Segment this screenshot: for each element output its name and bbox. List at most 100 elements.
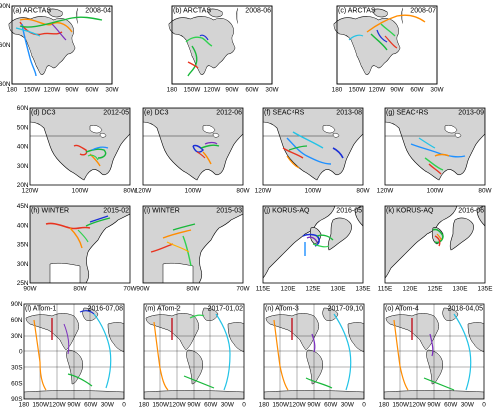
panel-b bbox=[168, 5, 273, 85]
panel-date-g: 2013-09 bbox=[458, 110, 484, 117]
xtick-a-1: 150W bbox=[24, 87, 42, 94]
panel-j bbox=[262, 205, 364, 284]
xtick-k-0: 115E bbox=[378, 286, 392, 293]
panel-title-i: (i) WINTER bbox=[144, 208, 180, 215]
ytick-d-1: 50N bbox=[17, 124, 29, 131]
xtick-b-1: 150W bbox=[184, 87, 202, 94]
panel-title-n: (n) ATom-3 bbox=[265, 306, 299, 313]
xtick-d-1: 100W bbox=[72, 188, 90, 195]
xtick-c-3: 90W bbox=[390, 87, 404, 94]
xtick-j-2: 125E bbox=[306, 286, 321, 293]
flight-tracks-b bbox=[185, 34, 213, 77]
flight-tracks-m bbox=[153, 313, 231, 391]
xtick-a-4: 60W bbox=[85, 87, 99, 94]
flight-tracks-o bbox=[393, 313, 472, 391]
xtick-n-2: 120W bbox=[289, 402, 307, 409]
xtick-a-0: 180 bbox=[7, 87, 18, 94]
ytick-a-0: 90N bbox=[0, 3, 11, 10]
panel-h bbox=[29, 205, 131, 284]
xtick-c-1: 150W bbox=[349, 87, 367, 94]
panel-title-m: (m) ATom-2 bbox=[145, 306, 181, 313]
flight-tracks-e bbox=[192, 141, 220, 165]
xtick-g-2: 80W bbox=[478, 188, 492, 195]
panel-date-e: 2012-06 bbox=[216, 110, 242, 117]
panel-a bbox=[8, 5, 113, 85]
xtick-n-3: 90W bbox=[307, 402, 321, 409]
panel-c bbox=[333, 5, 438, 85]
ytick-l-6: 90S bbox=[11, 396, 22, 403]
flight-tracks-j bbox=[302, 233, 334, 256]
xtick-o-5: 30W bbox=[461, 402, 475, 409]
xtick-m-2: 120W bbox=[169, 402, 187, 409]
panel-date-n: 2017-09,10 bbox=[328, 306, 364, 313]
xtick-n-0: 180 bbox=[259, 402, 270, 409]
panel-n bbox=[263, 303, 365, 400]
xtick-k-1: 120E bbox=[403, 286, 418, 293]
panel-title-k: (k) KORUS-AQ bbox=[386, 208, 434, 215]
xtick-l-2: 120W bbox=[49, 402, 67, 409]
xtick-n-1: 150W bbox=[272, 402, 290, 409]
panel-date-a: 2008-04 bbox=[85, 8, 111, 15]
xtick-j-1: 120E bbox=[281, 286, 296, 293]
panel-title-h: (h) WINTER bbox=[31, 208, 69, 215]
xtick-k-4: 135E bbox=[478, 286, 493, 293]
xtick-i-0: 90W bbox=[136, 286, 150, 293]
flight-tracks-i bbox=[150, 223, 196, 267]
xtick-e-1: 100W bbox=[185, 188, 203, 195]
panel-title-g: (g) SEAC⁴RS bbox=[386, 110, 429, 117]
xtick-k-3: 130E bbox=[453, 286, 468, 293]
panel-date-j: 2016-05 bbox=[336, 208, 362, 215]
xtick-j-0: 115E bbox=[256, 286, 270, 293]
panel-f bbox=[262, 107, 364, 186]
xtick-d-2: 80W bbox=[123, 188, 137, 195]
panel-e bbox=[142, 107, 244, 186]
xtick-g-1: 100W bbox=[427, 188, 445, 195]
panel-title-d: (d) DC3 bbox=[31, 110, 56, 117]
ytick-l-5: 60S bbox=[11, 380, 22, 387]
xtick-o-4: 60W bbox=[444, 402, 458, 409]
xtick-c-4: 60W bbox=[410, 87, 424, 94]
flight-tracks-l bbox=[33, 310, 112, 391]
panel-date-d: 2012-05 bbox=[103, 110, 129, 117]
ytick-h-1: 40N bbox=[17, 222, 29, 229]
panel-date-c: 2008-07 bbox=[410, 8, 436, 15]
xtick-o-2: 120W bbox=[409, 402, 427, 409]
flight-tracks-g bbox=[410, 137, 466, 175]
panel-title-e: (e) DC3 bbox=[144, 110, 169, 117]
ytick-l-4: 30S bbox=[11, 365, 22, 372]
xtick-i-1: 80W bbox=[186, 286, 200, 293]
flight-tracks-c bbox=[348, 14, 426, 51]
flight-tracks-k bbox=[432, 228, 444, 247]
xtick-o-6: 0 bbox=[482, 402, 486, 409]
ytick-d-0: 60N bbox=[17, 105, 29, 112]
panel-title-o: (o) ATom-4 bbox=[385, 306, 419, 313]
xtick-f-1: 100W bbox=[305, 188, 323, 195]
ytick-a-2: 30N bbox=[0, 81, 11, 88]
panel-date-l: 2016-07,08 bbox=[88, 306, 124, 313]
xtick-m-4: 60W bbox=[204, 402, 218, 409]
flight-tracks-n bbox=[273, 313, 352, 391]
xtick-n-4: 60W bbox=[324, 402, 338, 409]
xtick-i-2: 70W bbox=[236, 286, 250, 293]
xtick-j-3: 130E bbox=[331, 286, 346, 293]
panel-d bbox=[29, 107, 131, 186]
xtick-h-1: 80W bbox=[73, 286, 87, 293]
xtick-l-4: 60W bbox=[84, 402, 98, 409]
xtick-b-5: 30W bbox=[265, 87, 279, 94]
panel-date-o: 2018-04,05 bbox=[448, 306, 484, 313]
panel-date-i: 2015-03 bbox=[216, 208, 242, 215]
xtick-m-5: 30W bbox=[221, 402, 235, 409]
panel-i bbox=[142, 205, 244, 284]
xtick-e-2: 80W bbox=[236, 188, 250, 195]
ytick-l-1: 60N bbox=[11, 317, 23, 324]
xtick-o-1: 150W bbox=[392, 402, 410, 409]
xtick-a-3: 90W bbox=[65, 87, 79, 94]
xtick-o-0: 180 bbox=[379, 402, 390, 409]
xtick-f-0: 120W bbox=[255, 188, 273, 195]
xtick-g-0: 120W bbox=[377, 188, 395, 195]
xtick-m-3: 90W bbox=[187, 402, 201, 409]
xtick-m-1: 150W bbox=[152, 402, 170, 409]
panel-title-f: (f) SEAC⁴RS bbox=[264, 110, 305, 117]
xtick-m-6: 0 bbox=[242, 402, 246, 409]
flight-tracks-f bbox=[282, 131, 344, 169]
